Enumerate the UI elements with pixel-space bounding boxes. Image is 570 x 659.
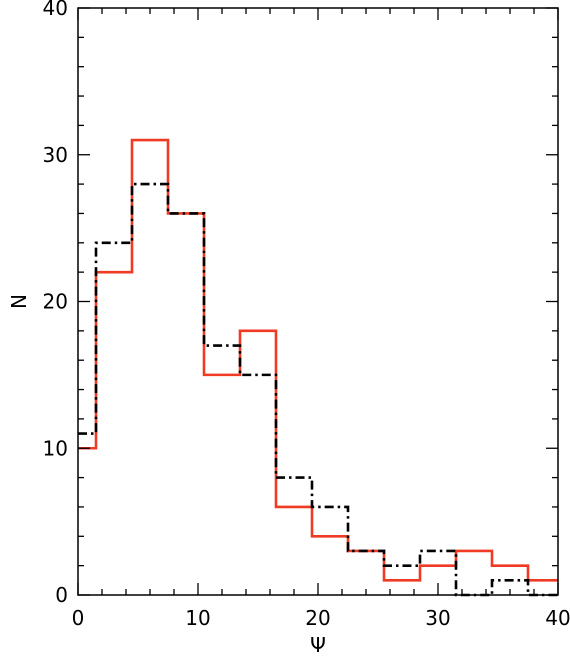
y-tick-label: 10 [43,436,68,460]
plot-frame [77,7,559,596]
y-tick-label: 30 [43,143,68,167]
series-dashdot-black-line [78,182,558,597]
y-tick-label: 0 [55,583,68,607]
x-axis-label: Ψ [310,633,326,657]
ticks-layer [77,7,559,596]
x-tick-label: 0 [72,606,85,630]
y-tick-label: 20 [43,290,68,314]
x-tick-label: 30 [425,606,450,630]
tick-labels-layer: 0 10 20 30 40 0 10 20 30 40 [43,0,570,630]
y-axis-label: N [7,294,31,309]
x-tick-label: 20 [305,606,330,630]
series-solid-red-line [78,138,558,582]
x-tick-label: 10 [185,606,210,630]
series-layer [78,138,558,597]
x-tick-label: 40 [545,606,570,630]
y-tick-label: 40 [43,0,68,20]
